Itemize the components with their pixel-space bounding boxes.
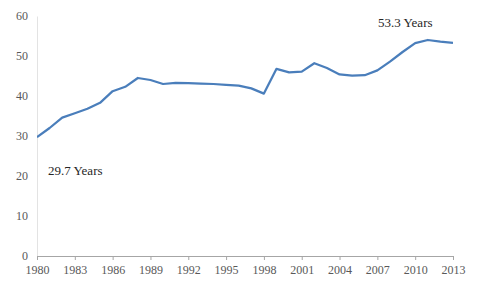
x-tick: 1989 <box>139 256 163 277</box>
x-tick: 2010 <box>404 256 428 277</box>
y-tick: 50 <box>16 49 37 63</box>
x-tick-mark <box>264 256 265 260</box>
y-tick: 40 <box>16 89 37 103</box>
x-tick-label: 2010 <box>404 263 428 277</box>
x-tick-mark <box>226 256 227 260</box>
x-tick-mark <box>377 256 378 260</box>
x-tick: 1995 <box>215 256 239 277</box>
x-axis: 1980 1983 1986 1989 1992 1995 1998 2001 2004 2007… <box>26 256 466 277</box>
x-tick: 1983 <box>63 256 87 277</box>
y-tick-label: 0 <box>22 249 28 263</box>
x-tick-mark <box>415 256 416 260</box>
y-tick: 20 <box>16 169 37 183</box>
y-tick: 10 <box>16 209 37 223</box>
y-tick: 0 <box>22 249 37 263</box>
y-tick-label: 20 <box>16 169 28 183</box>
y-tick-label: 50 <box>16 49 28 63</box>
annotation: 29.7 Years <box>48 163 103 178</box>
chart: 0 10 20 30 40 50 60 1980 1983 1986 1989 1992 1995 199… <box>0 0 481 288</box>
x-tick: 2001 <box>290 256 314 277</box>
x-tick-label: 1998 <box>252 263 276 277</box>
x-tick: 2004 <box>328 256 352 277</box>
x-tick-mark <box>453 256 454 260</box>
x-tick: 1998 <box>252 256 276 277</box>
x-tick-mark <box>113 256 114 260</box>
line <box>37 40 453 137</box>
x-tick-label: 1989 <box>139 263 163 277</box>
plot: 0 10 20 30 40 50 60 1980 1983 1986 1989 1992 1995 199… <box>16 9 466 276</box>
x-tick-mark <box>75 256 76 260</box>
x-tick-label: 2013 <box>442 263 466 277</box>
marks <box>37 40 453 137</box>
x-tick-mark <box>150 256 151 260</box>
x-tick: 2007 <box>366 256 390 277</box>
x-axis-line <box>38 256 454 257</box>
y-tick-label: 10 <box>16 209 28 223</box>
x-tick-label: 1986 <box>101 263 125 277</box>
x-tick: 1986 <box>101 256 125 277</box>
x-tick-label: 2004 <box>328 263 352 277</box>
y-tick-label: 40 <box>16 89 28 103</box>
y-tick-label: 30 <box>16 129 28 143</box>
y-axis: 0 10 20 30 40 50 60 <box>16 9 38 263</box>
annotation: 53.3 Years <box>378 15 433 30</box>
x-tick: 1992 <box>177 256 201 277</box>
x-tick-mark <box>302 256 303 260</box>
x-tick-label: 1980 <box>26 263 50 277</box>
x-tick: 2013 <box>442 256 466 277</box>
y-tick-label: 60 <box>16 9 28 23</box>
x-tick-label: 2001 <box>290 263 314 277</box>
y-tick: 60 <box>16 9 37 23</box>
x-tick-label: 1983 <box>63 263 87 277</box>
x-tick-mark <box>37 256 38 260</box>
x-tick: 1980 <box>26 256 50 277</box>
x-tick-label: 1992 <box>177 263 201 277</box>
x-tick-mark <box>340 256 341 260</box>
x-tick-label: 2007 <box>366 263 390 277</box>
x-tick-mark <box>188 256 189 260</box>
y-tick: 30 <box>16 129 37 143</box>
x-tick-label: 1995 <box>215 263 239 277</box>
